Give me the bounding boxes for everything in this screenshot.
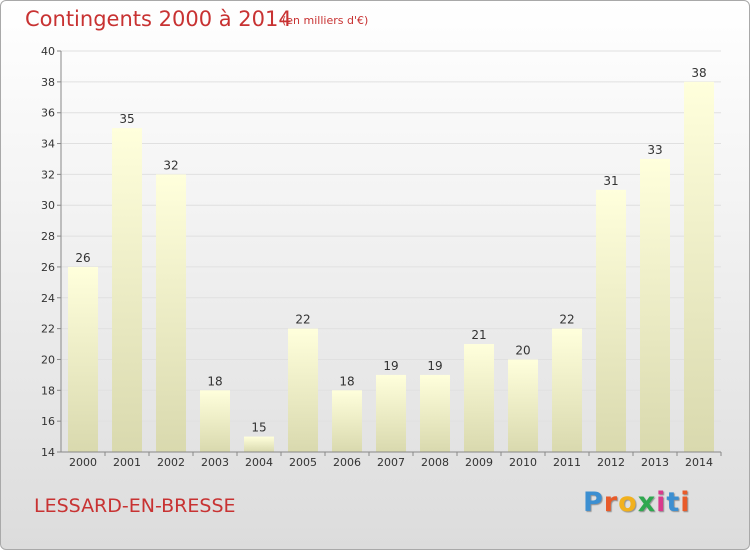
- logo-letter: i: [656, 487, 667, 518]
- data-label: 21: [471, 328, 486, 342]
- data-label: 38: [691, 66, 706, 80]
- y-tick-label: 38: [41, 76, 55, 89]
- bar: [332, 390, 362, 452]
- x-tick-label: 2009: [465, 456, 493, 469]
- bar: [376, 374, 406, 452]
- bar: [288, 328, 318, 452]
- data-label: 15: [251, 421, 266, 435]
- data-label: 19: [427, 359, 442, 373]
- logo-letter: o: [618, 487, 638, 518]
- logo-letter: P: [583, 487, 604, 518]
- data-label: 32: [163, 158, 178, 172]
- x-tick-label: 2006: [333, 456, 361, 469]
- data-label: 22: [295, 313, 310, 327]
- y-tick-label: 36: [41, 107, 55, 120]
- y-tick-label: 32: [41, 168, 55, 181]
- y-tick-label: 34: [41, 138, 55, 151]
- logo-letter: t: [666, 487, 681, 518]
- proxiti-logo: Proxiti: [583, 487, 691, 518]
- bar: [596, 189, 626, 453]
- bar: [112, 128, 142, 452]
- x-tick-label: 2008: [421, 456, 449, 469]
- y-tick-label: 30: [41, 199, 55, 212]
- bar: [200, 390, 230, 452]
- bar: [420, 374, 450, 452]
- x-tick-label: 2000: [69, 456, 97, 469]
- x-tick-label: 2012: [597, 456, 625, 469]
- commune-name: LESSARD-EN-BRESSE: [34, 495, 236, 517]
- bar: [640, 158, 670, 452]
- y-tick-label: 16: [41, 415, 55, 428]
- data-label: 18: [339, 374, 354, 388]
- data-label: 33: [647, 143, 662, 157]
- chart-title: Contingents 2000 à 2014: [25, 7, 292, 31]
- y-tick-label: 18: [41, 384, 55, 397]
- bar: [464, 344, 494, 452]
- x-tick-label: 2005: [289, 456, 317, 469]
- x-tick-label: 2013: [641, 456, 669, 469]
- x-tick-label: 2011: [553, 456, 581, 469]
- x-tick-label: 2014: [685, 456, 713, 469]
- bar: [552, 328, 582, 452]
- y-tick-label: 40: [41, 45, 55, 58]
- bar: [68, 266, 98, 452]
- logo-letter: r: [603, 487, 619, 518]
- x-tick-label: 2003: [201, 456, 229, 469]
- y-tick-label: 22: [41, 323, 55, 336]
- data-label: 22: [559, 313, 574, 327]
- y-tick-label: 26: [41, 261, 55, 274]
- x-tick-label: 2010: [509, 456, 537, 469]
- x-tick-label: 2004: [245, 456, 273, 469]
- bar: [244, 436, 274, 452]
- logo-letter: i: [680, 487, 691, 518]
- data-label: 31: [603, 174, 618, 188]
- data-label: 19: [383, 359, 398, 373]
- data-label: 26: [75, 251, 90, 265]
- y-tick-label: 24: [41, 292, 55, 305]
- x-tick-label: 2007: [377, 456, 405, 469]
- x-tick-label: 2001: [113, 456, 141, 469]
- y-tick-label: 14: [41, 446, 55, 459]
- data-label: 35: [119, 112, 134, 126]
- logo-letter: x: [637, 487, 657, 518]
- y-tick-label: 20: [41, 353, 55, 366]
- bar: [684, 81, 714, 452]
- data-label: 18: [207, 374, 222, 388]
- data-label: 20: [515, 343, 530, 357]
- y-tick-label: 28: [41, 230, 55, 243]
- x-tick-label: 2002: [157, 456, 185, 469]
- chart-subtitle: (en milliers d'€): [282, 14, 369, 27]
- bar: [156, 174, 186, 452]
- bar: [508, 359, 538, 452]
